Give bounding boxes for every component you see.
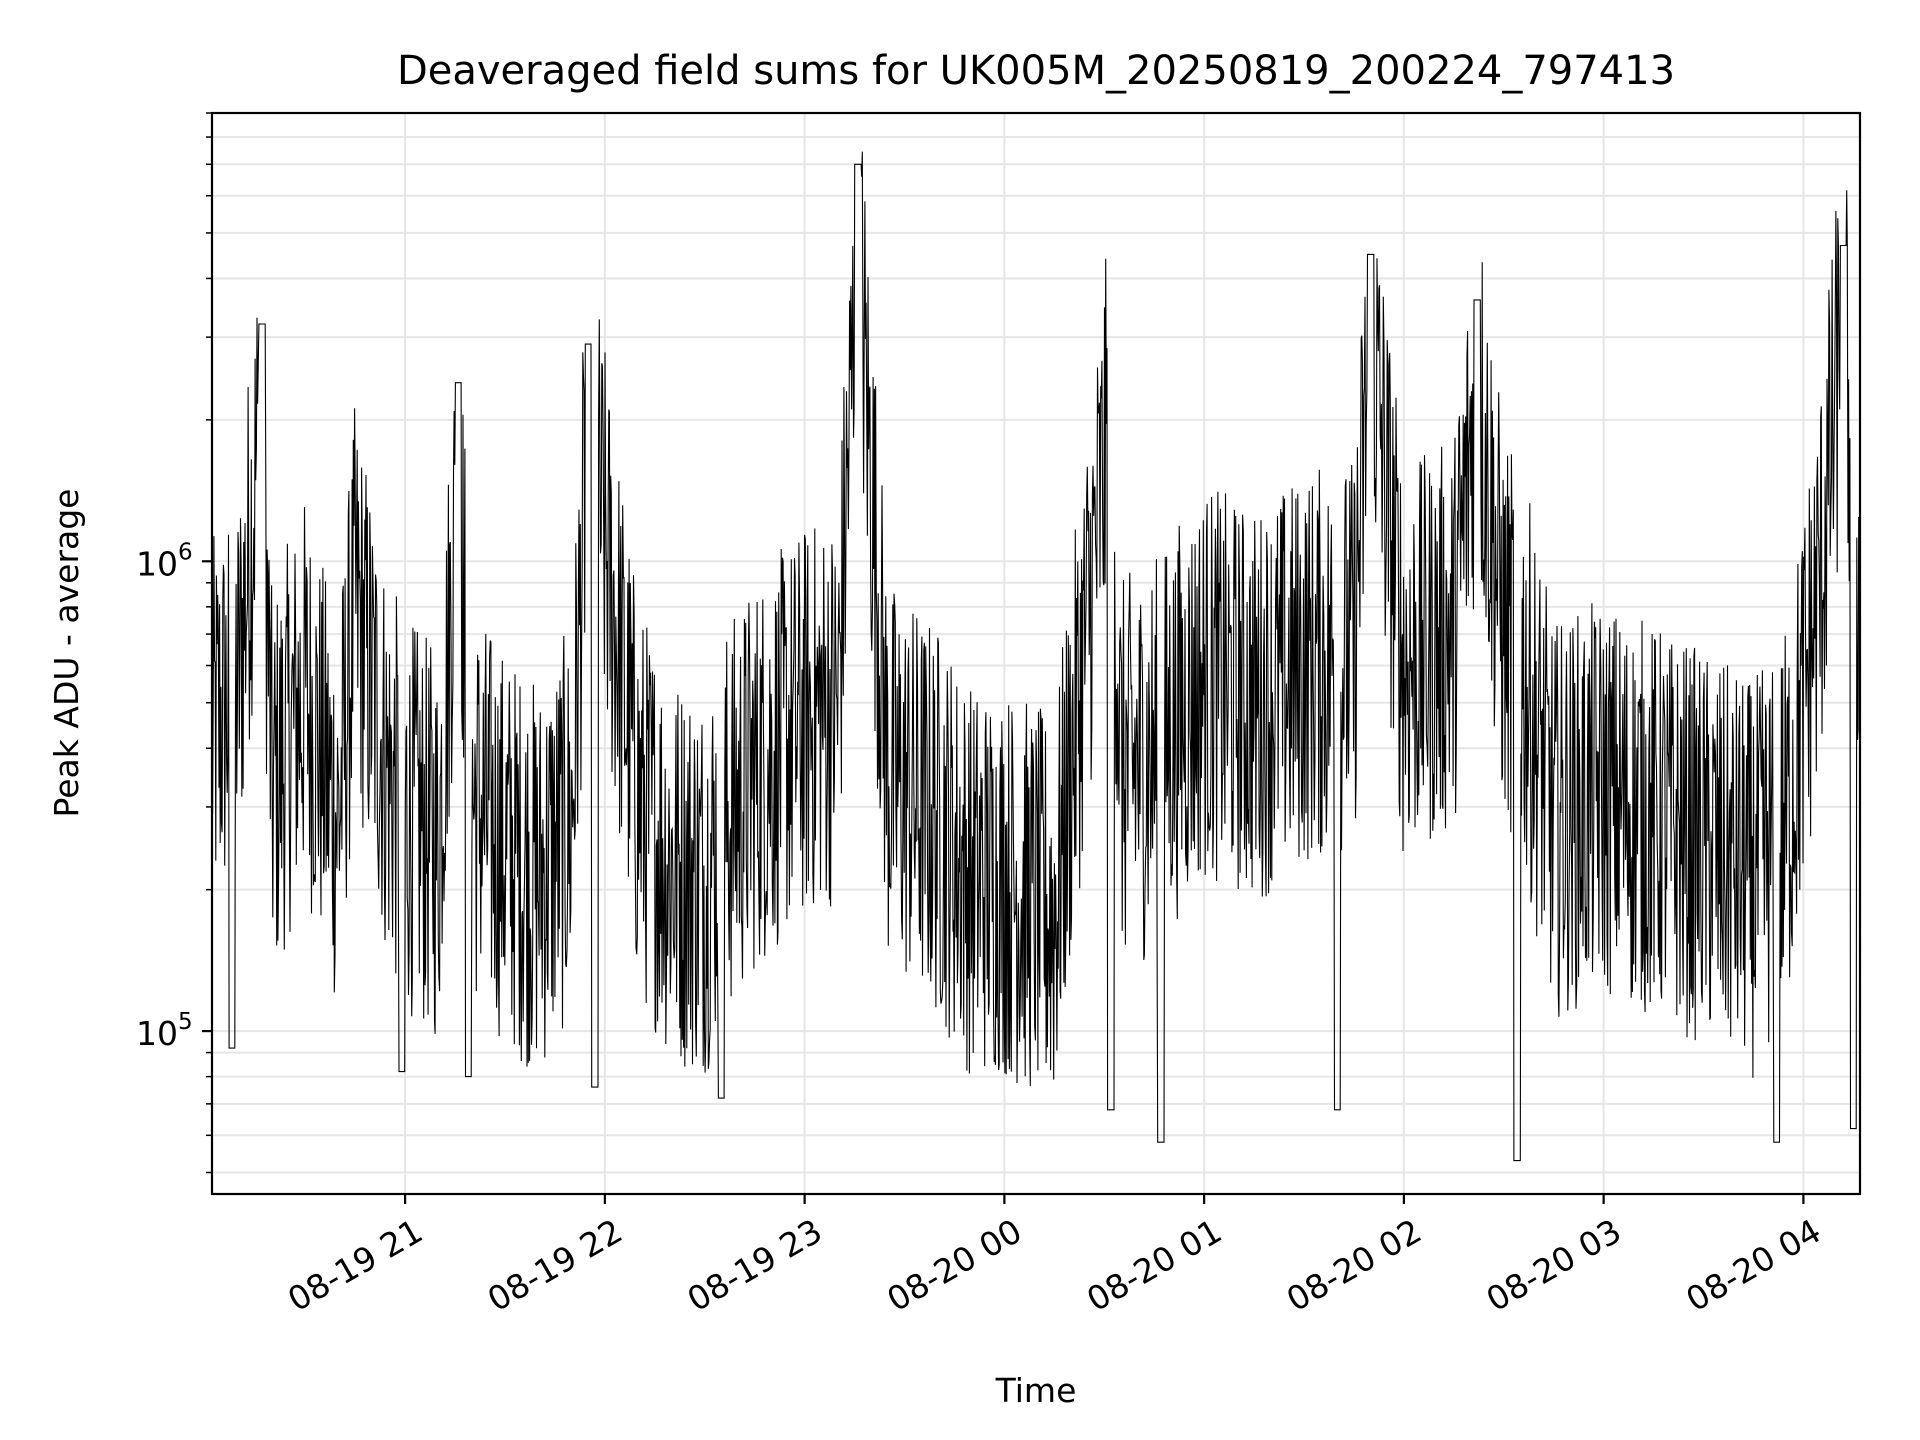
x-tick-label: 08-19 22 bbox=[481, 1211, 629, 1319]
y-tick-label: 10 bbox=[136, 544, 178, 583]
y-tick-exponent: 5 bbox=[178, 1009, 193, 1035]
x-tick-label: 08-20 02 bbox=[1280, 1211, 1428, 1319]
chart-title: Deaveraged field sums for UK005M_2025081… bbox=[397, 48, 1675, 94]
x-tick-label: 08-20 00 bbox=[880, 1211, 1028, 1319]
x-tick-label: 08-19 23 bbox=[681, 1211, 829, 1319]
y-tick-exponent: 6 bbox=[178, 539, 193, 565]
plot-frame bbox=[210, 111, 1862, 1196]
x-axis-label: Time bbox=[995, 1371, 1077, 1410]
x-tick-label: 08-20 01 bbox=[1080, 1211, 1228, 1319]
y-tick-label: 10 bbox=[136, 1014, 178, 1053]
x-axis-ticks: 08-19 21 08-19 22 08-19 23 08-20 00 08-20 01… bbox=[281, 1194, 1827, 1319]
x-tick-label: 08-20 03 bbox=[1480, 1211, 1628, 1319]
series-group bbox=[211, 151, 1861, 1162]
series-line bbox=[211, 151, 1861, 1162]
y-minor-ticks bbox=[206, 112, 212, 1174]
x-tick-label: 08-20 04 bbox=[1679, 1211, 1827, 1319]
y-axis-label: Peak ADU - average bbox=[47, 489, 86, 818]
x-tick-label: 08-19 21 bbox=[281, 1211, 429, 1319]
